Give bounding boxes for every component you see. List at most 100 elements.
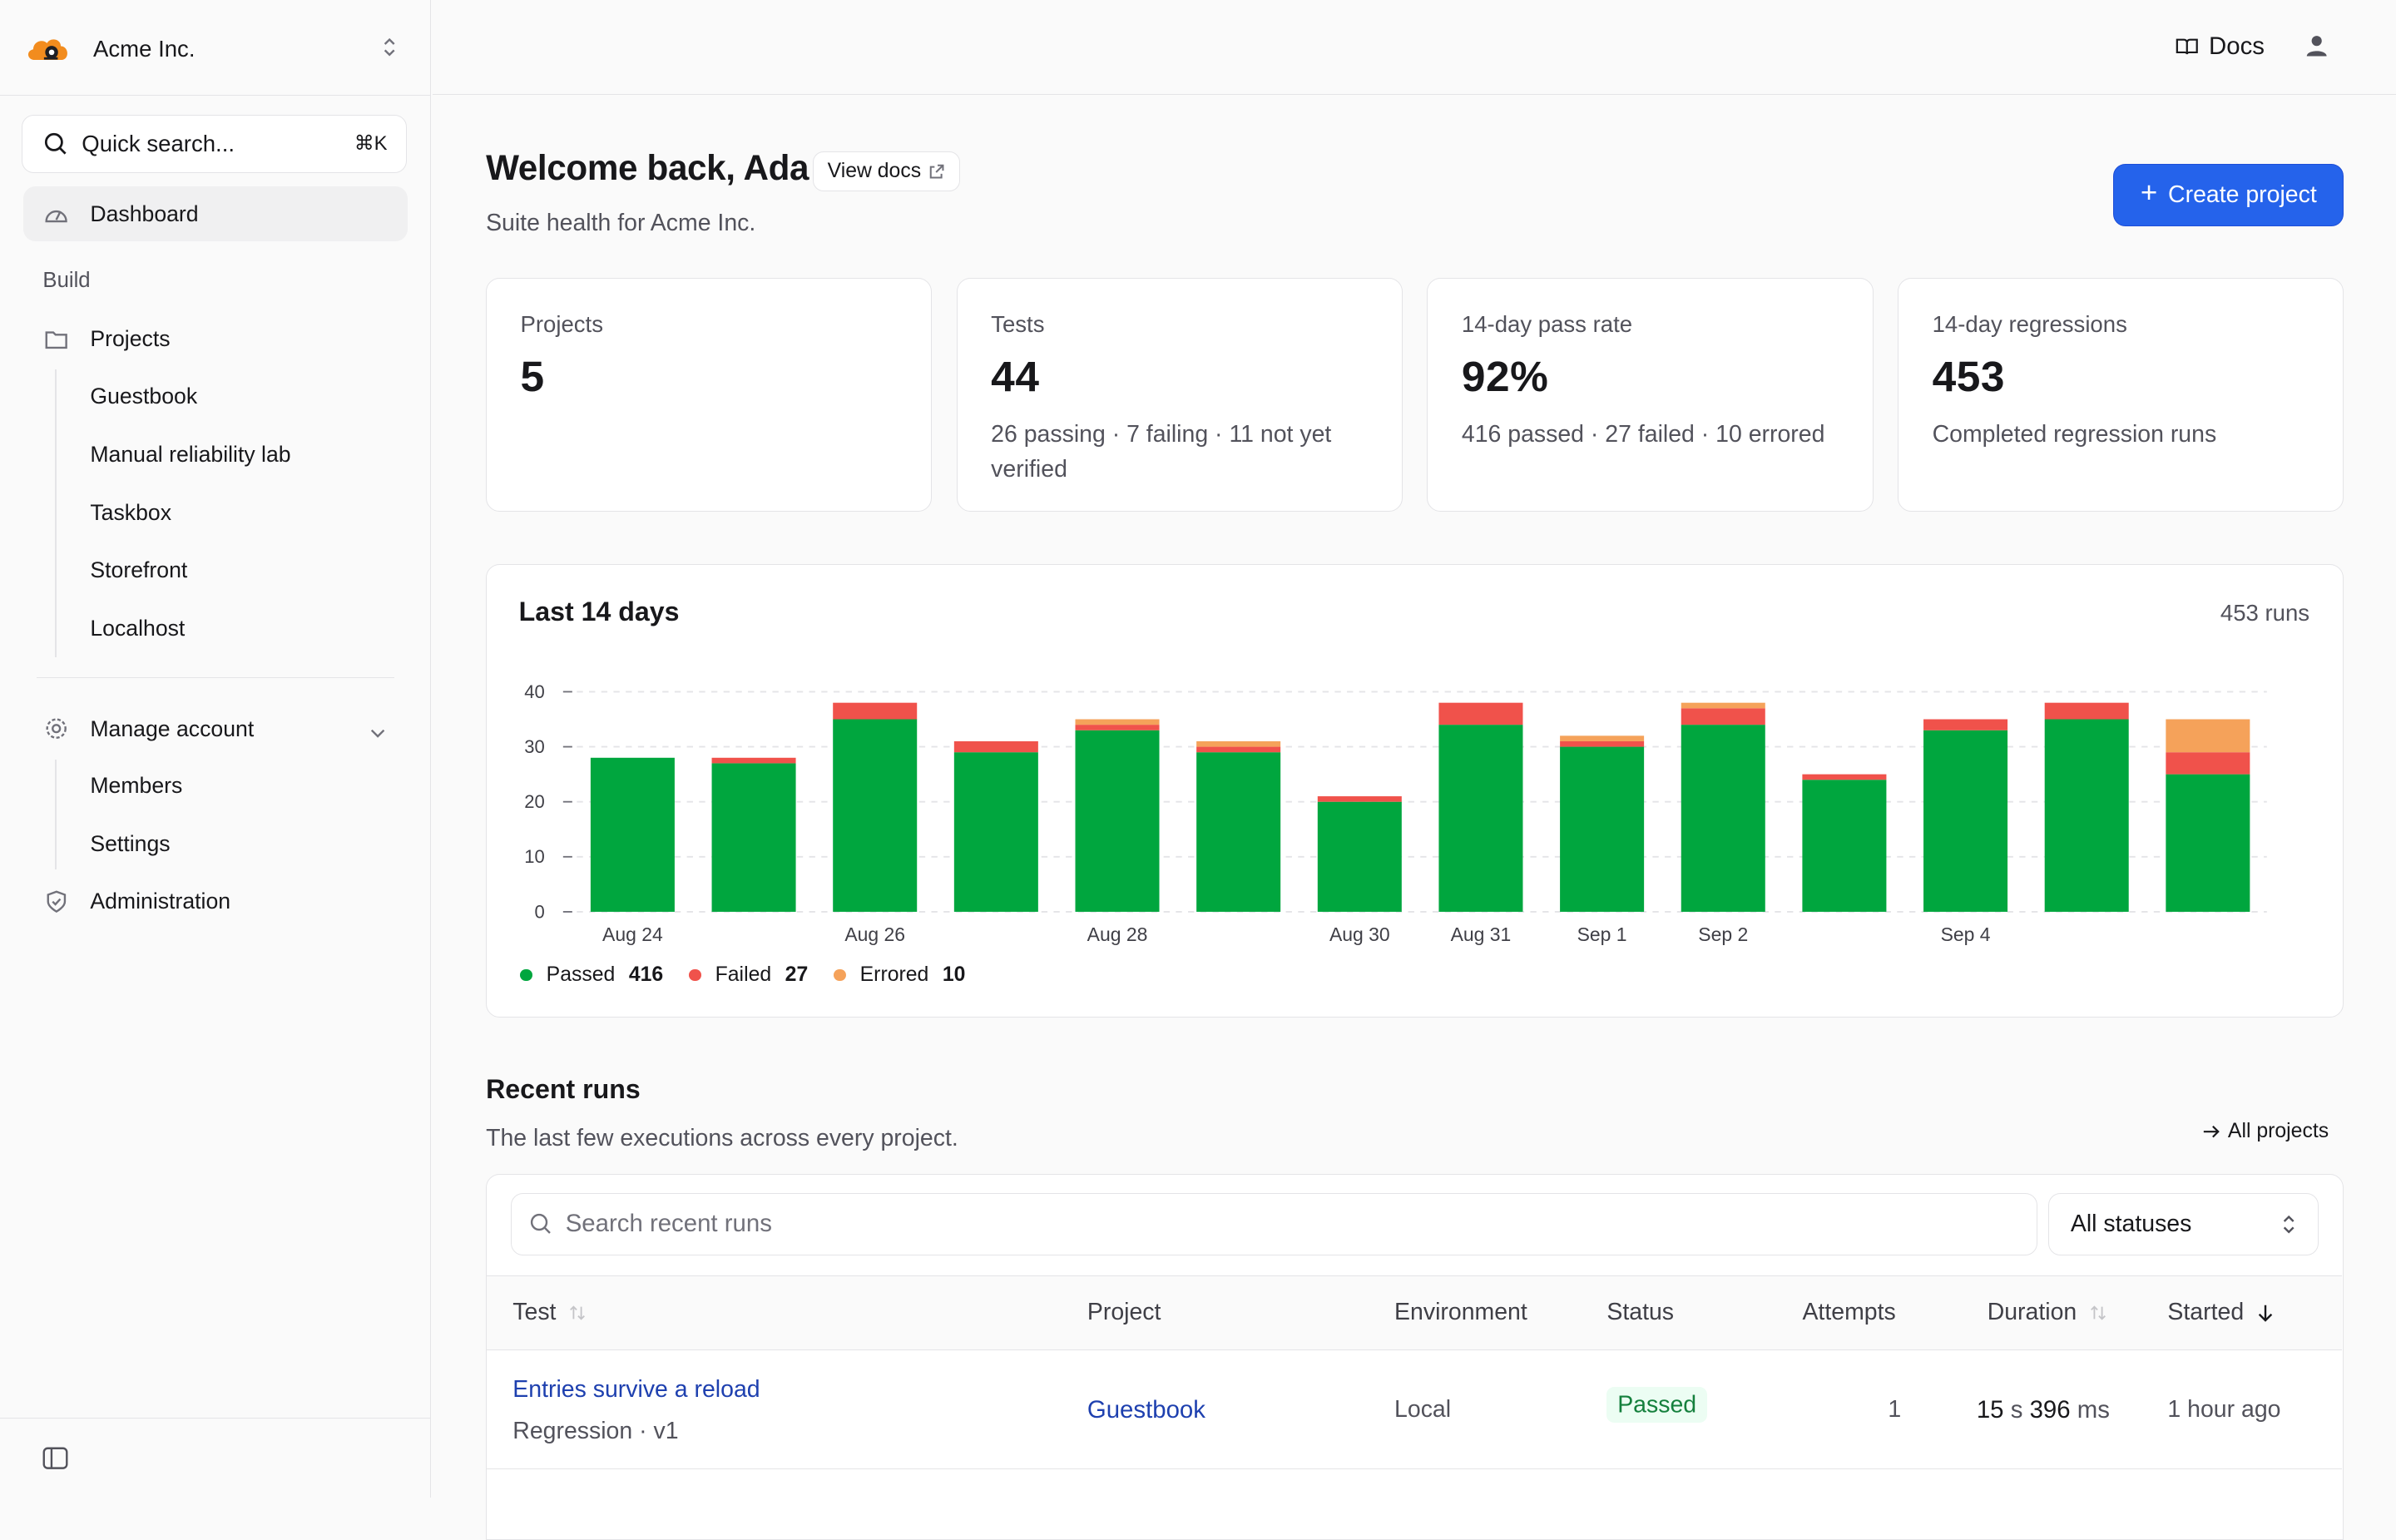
search-placeholder: Search recent runs — [565, 1210, 772, 1238]
project-link[interactable]: Guestbook — [1087, 1395, 1205, 1424]
column-header-attempts[interactable]: Attempts — [1802, 1299, 1896, 1326]
column-header-test[interactable]: Test — [512, 1299, 587, 1326]
sidebar-divider — [0, 1418, 431, 1419]
sidebar-item-label: Projects — [90, 326, 171, 352]
plus-icon: + — [2140, 176, 2158, 209]
recent-runs-title: Recent runs — [486, 1074, 641, 1105]
legend-value: 416 — [628, 963, 664, 987]
x-tick-label: Sep 4 — [1941, 924, 1991, 945]
bar-segment-failed — [1075, 724, 1160, 730]
stat-card-projects: Projects 5 — [486, 278, 933, 513]
view-docs-label: View docs — [827, 159, 922, 182]
column-header-status[interactable]: Status — [1606, 1299, 1675, 1326]
bar-segment-passed — [711, 763, 796, 912]
bar-segment-failed — [2166, 751, 2250, 775]
x-tick-label: Aug 26 — [844, 924, 905, 945]
recent-runs-subtitle: The last few executions across every pro… — [486, 1124, 958, 1151]
search-icon — [529, 1212, 552, 1235]
chart-title: Last 14 days — [518, 597, 680, 627]
bar-segment-passed — [953, 751, 1038, 912]
bar-segment-errored — [1560, 735, 1645, 741]
column-header-environment[interactable]: Environment — [1394, 1299, 1527, 1326]
bar-segment-errored — [1196, 740, 1281, 747]
keyboard-shortcut: ⌘K — [354, 132, 388, 156]
column-header-project[interactable]: Project — [1087, 1299, 1161, 1326]
legend-value: 10 — [942, 963, 966, 987]
bar-segment-passed — [2044, 719, 2129, 912]
bar-segment-failed — [711, 757, 796, 764]
org-switcher[interactable]: Acme Inc. — [24, 27, 406, 70]
shield-icon — [23, 889, 91, 914]
column-header-started[interactable]: Started — [2167, 1299, 2274, 1326]
arrow-right-icon — [2202, 1124, 2220, 1139]
status-filter-select[interactable]: All statuses — [2048, 1192, 2319, 1255]
bar-segment-failed — [1923, 719, 2008, 730]
sidebar-item-dashboard[interactable]: Dashboard — [22, 186, 408, 242]
y-tick-label: 40 — [524, 681, 545, 702]
sidebar-item-manage-account[interactable]: Manage account — [23, 701, 408, 756]
chevron-up-down-icon — [382, 35, 397, 66]
status-badge: Passed — [1606, 1386, 1707, 1423]
sidebar-item-manual-reliability-lab[interactable]: Manual reliability lab — [90, 441, 291, 467]
tree-line — [55, 369, 57, 657]
sidebar-item-members[interactable]: Members — [90, 773, 183, 799]
bar-segment-failed — [1317, 795, 1402, 802]
sidebar-item-label: Administration — [90, 889, 231, 914]
sidebar-item-localhost[interactable]: Localhost — [90, 616, 186, 641]
quick-search-label: Quick search... — [82, 130, 235, 156]
bar-segment-errored — [1681, 702, 1765, 709]
sidebar-item-projects[interactable]: Projects — [23, 312, 408, 367]
table-row[interactable]: Entries survive a reload Regression · v1… — [487, 1350, 2342, 1470]
sidebar-item-label: Dashboard — [90, 201, 199, 226]
sidebar-toggle-icon[interactable] — [42, 1446, 69, 1477]
bar-segment-errored — [2166, 719, 2250, 752]
view-docs-button[interactable]: View docs — [813, 151, 961, 191]
quick-search-button[interactable]: Quick search... ⌘K — [21, 114, 407, 173]
x-tick-label: Aug 31 — [1451, 924, 1512, 945]
sidebar-item-taskbox[interactable]: Taskbox — [90, 499, 172, 525]
stat-card-tests: Tests 44 26 passing · 7 failing · 11 not… — [956, 278, 1403, 513]
bar-segment-passed — [1317, 801, 1402, 912]
sidebar-separator — [37, 676, 394, 678]
create-project-button[interactable]: + Create project — [2113, 163, 2344, 226]
page-subtitle: Suite health for Acme Inc. — [486, 209, 756, 236]
column-label: Test — [512, 1299, 557, 1326]
chart-run-count: 453 runs — [2220, 599, 2310, 626]
top-bar: Docs — [432, 0, 2396, 95]
stat-value: 5 — [520, 351, 545, 400]
bar-segment-passed — [1438, 724, 1523, 912]
attempts-value: 1 — [1888, 1395, 1902, 1423]
stat-title: Tests — [991, 310, 1045, 337]
chevron-up-down-icon — [2281, 1212, 2296, 1243]
legend-item-failed: Failed 27 — [689, 963, 808, 987]
legend-dot — [520, 968, 533, 982]
column-header-duration[interactable]: Duration — [1988, 1299, 2107, 1326]
docs-link[interactable]: Docs — [2176, 32, 2265, 61]
x-tick-label: Sep 1 — [1577, 924, 1627, 945]
status-filter-value: All statuses — [2070, 1210, 2192, 1237]
sidebar-item-storefront[interactable]: Storefront — [90, 557, 188, 583]
folder-icon — [23, 329, 91, 350]
search-icon — [43, 131, 67, 156]
stat-detail: 416 passed · 27 failed · 10 errored — [1461, 420, 1825, 448]
bar-segment-failed — [953, 740, 1038, 752]
search-recent-runs-input[interactable]: Search recent runs — [511, 1192, 2038, 1255]
y-tick-label: 30 — [524, 736, 545, 757]
user-icon[interactable] — [2304, 33, 2329, 64]
sidebar-item-guestbook[interactable]: Guestbook — [90, 384, 198, 409]
stat-detail: Completed regression runs — [1932, 420, 2217, 448]
duration-seconds: 15 — [1976, 1395, 2004, 1424]
bar-segment-failed — [1438, 702, 1523, 725]
sidebar-item-settings[interactable]: Settings — [90, 831, 171, 857]
section-label-build: Build — [42, 269, 91, 293]
runs-bar-chart: 0 10 20 30 40 Aug 24 Aug 26 Aug 28 Aug 30 Aug 31 S… — [524, 681, 2267, 945]
bar-segment-failed — [1681, 708, 1765, 725]
test-name-link[interactable]: Entries survive a reload — [512, 1376, 760, 1404]
bar-segment-errored — [1075, 719, 1160, 725]
sidebar-item-administration[interactable]: Administration — [23, 874, 408, 929]
arrow-down-icon — [2256, 1303, 2275, 1323]
bar-segment-passed — [2166, 774, 2250, 912]
all-projects-link[interactable]: All projects — [2202, 1120, 2329, 1143]
y-tick-label: 0 — [535, 901, 545, 922]
legend-label: Failed — [715, 963, 772, 987]
